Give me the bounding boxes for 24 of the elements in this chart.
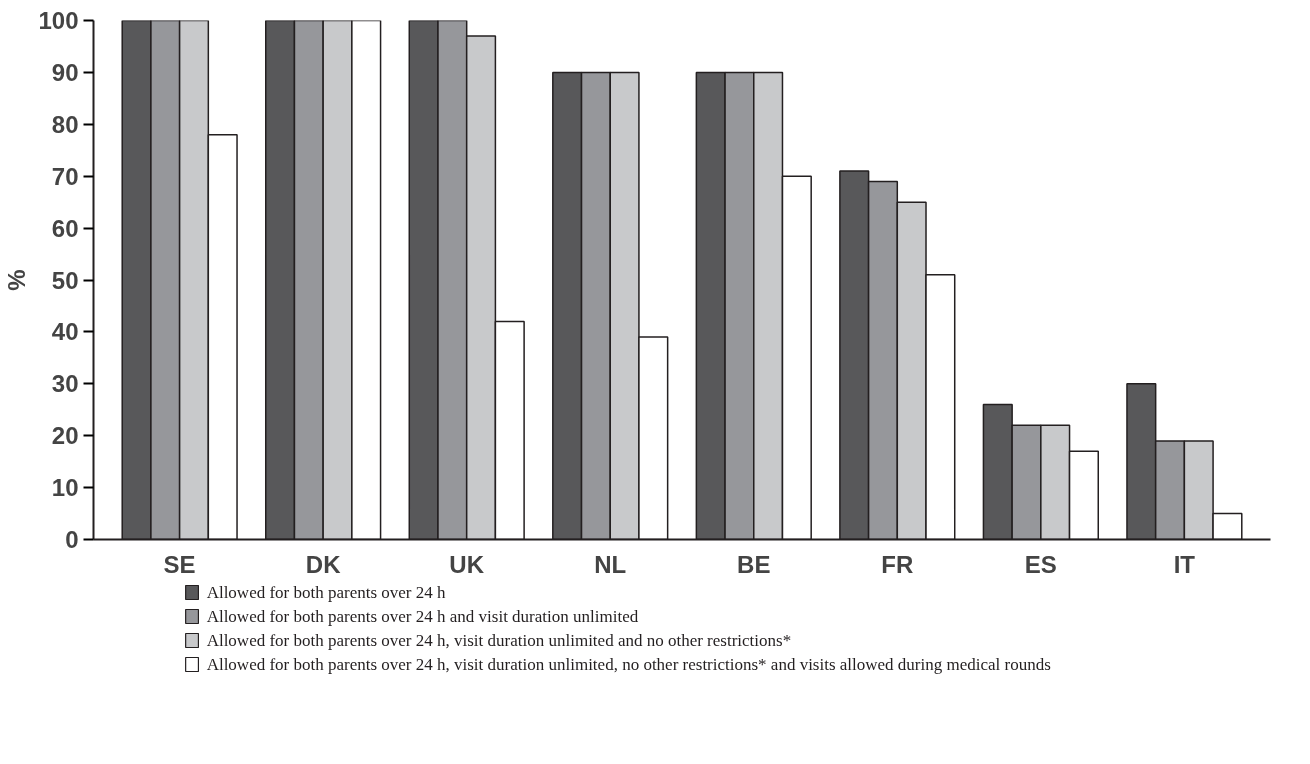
legend-label: Allowed for both parents over 24 h, visit duration unlimited, no other restrictions* and visits allowed during medical rounds (206, 655, 1051, 674)
y-tick-label: 90 (51, 58, 79, 86)
x-tick-label: UK (449, 550, 485, 578)
y-tick-label: 40 (51, 318, 79, 346)
x-tick-label: FR (881, 550, 914, 578)
y-tick-label: 10 (51, 474, 79, 502)
x-tick-label: SE (163, 550, 196, 578)
legend-label: Allowed for both parents over 24 h and visit duration unlimited (206, 607, 639, 626)
y-tick-label: 60 (51, 214, 79, 242)
y-tick-label: 50 (51, 266, 79, 294)
legend-label: Allowed for both parents over 24 h, visit duration unlimited and no other restrictions* (206, 631, 792, 650)
x-tick-label: NL (594, 550, 627, 578)
y-tick-label: 100 (38, 7, 79, 34)
x-tick-label: DK (305, 550, 342, 578)
y-tick-label: 80 (51, 110, 79, 138)
legend-label: Allowed for both parents over 24 h (206, 583, 447, 602)
y-tick-label: 30 (51, 370, 79, 398)
y-tick-label: 20 (51, 422, 79, 450)
y-tick-label: 0 (65, 526, 79, 553)
x-tick-label: ES (1024, 550, 1057, 578)
x-tick-label: IT (1173, 550, 1196, 578)
x-tick-label: BE (737, 550, 771, 578)
y-tick-label: 70 (51, 162, 79, 190)
y-axis-title: % (3, 269, 31, 291)
